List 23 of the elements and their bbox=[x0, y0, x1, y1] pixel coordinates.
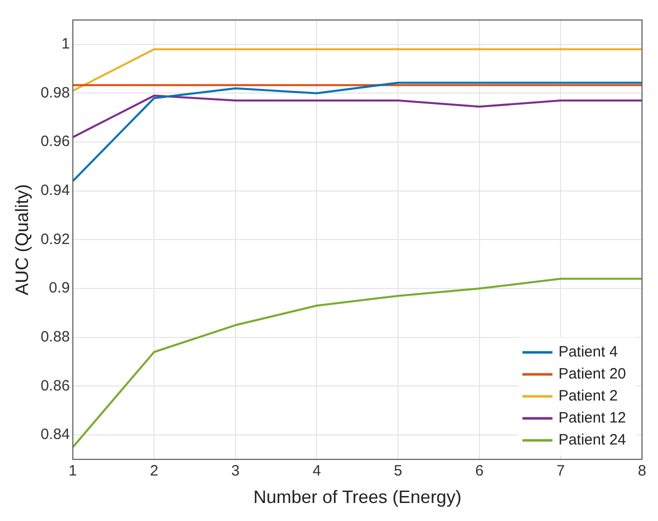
y-tick-label: 0.88 bbox=[40, 328, 70, 346]
x-tick-label: 7 bbox=[556, 462, 565, 480]
x-tick-label: 8 bbox=[638, 462, 646, 480]
y-tick-label: 0.98 bbox=[40, 84, 70, 102]
legend-label: Patient 2 bbox=[558, 388, 618, 405]
y-axis-title: AUC (Quality) bbox=[12, 184, 32, 296]
x-axis-title: Number of Trees (Energy) bbox=[253, 487, 462, 508]
legend-label: Patient 20 bbox=[558, 366, 626, 383]
legend-label: Patient 24 bbox=[558, 432, 626, 449]
y-tick-label: 0.9 bbox=[48, 280, 70, 297]
y-tick-label: 0.84 bbox=[40, 426, 70, 444]
x-tick-label: 3 bbox=[231, 462, 240, 480]
legend-label: Patient 4 bbox=[558, 344, 618, 361]
x-tick-label: 2 bbox=[150, 462, 158, 480]
x-tick-label: 5 bbox=[394, 462, 402, 480]
y-tick-label: 1 bbox=[61, 36, 70, 53]
y-tick-label: 0.96 bbox=[40, 133, 70, 150]
y-tick-label: 0.86 bbox=[40, 377, 70, 394]
x-tick-label: 6 bbox=[475, 462, 484, 480]
y-tick-label: 0.92 bbox=[40, 230, 70, 248]
legend-label: Patient 12 bbox=[558, 410, 626, 427]
y-tick-label: 0.94 bbox=[40, 182, 70, 200]
x-tick-label: 4 bbox=[312, 462, 321, 480]
